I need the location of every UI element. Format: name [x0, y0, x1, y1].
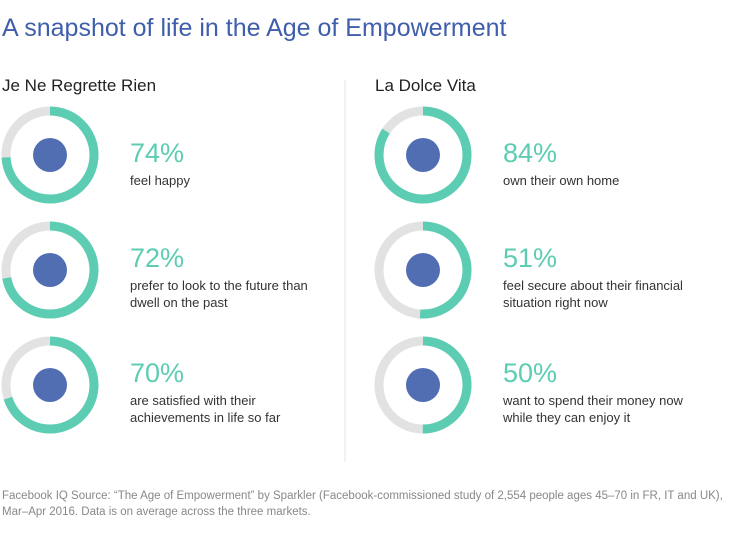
value-label: 50%	[503, 358, 558, 388]
icon	[406, 368, 440, 402]
description: want to spend their money now while they…	[503, 393, 683, 425]
value-label: 51%	[503, 243, 558, 273]
value-label: 70%	[130, 358, 185, 388]
description: are satisfied with their achievements in…	[130, 393, 281, 425]
value-label: 74%	[130, 138, 185, 168]
icon	[33, 138, 67, 172]
value-label: 84%	[503, 138, 558, 168]
value-label: 72%	[130, 243, 185, 273]
description: own their own home	[503, 173, 620, 188]
ring-arc	[1, 221, 99, 319]
ring-arc	[374, 336, 472, 434]
ring-arc	[1, 336, 99, 434]
description: prefer to look to the future than dwell …	[130, 278, 308, 310]
source-note: Facebook IQ Source: “The Age of Empowerm…	[2, 490, 723, 518]
ring-arc	[374, 221, 472, 319]
ring-arc	[374, 106, 472, 204]
icon	[33, 253, 67, 287]
ring-arc	[1, 106, 99, 204]
description: feel secure about their financial situat…	[503, 278, 683, 310]
column-heading: La Dolce Vita	[375, 76, 476, 95]
icon	[33, 368, 67, 402]
icon	[406, 253, 440, 287]
description: feel happy	[130, 173, 190, 188]
column-heading: Je Ne Regrette Rien	[2, 76, 157, 95]
page-title: A snapshot of life in the Age of Empower…	[2, 14, 507, 42]
icon	[406, 138, 440, 172]
